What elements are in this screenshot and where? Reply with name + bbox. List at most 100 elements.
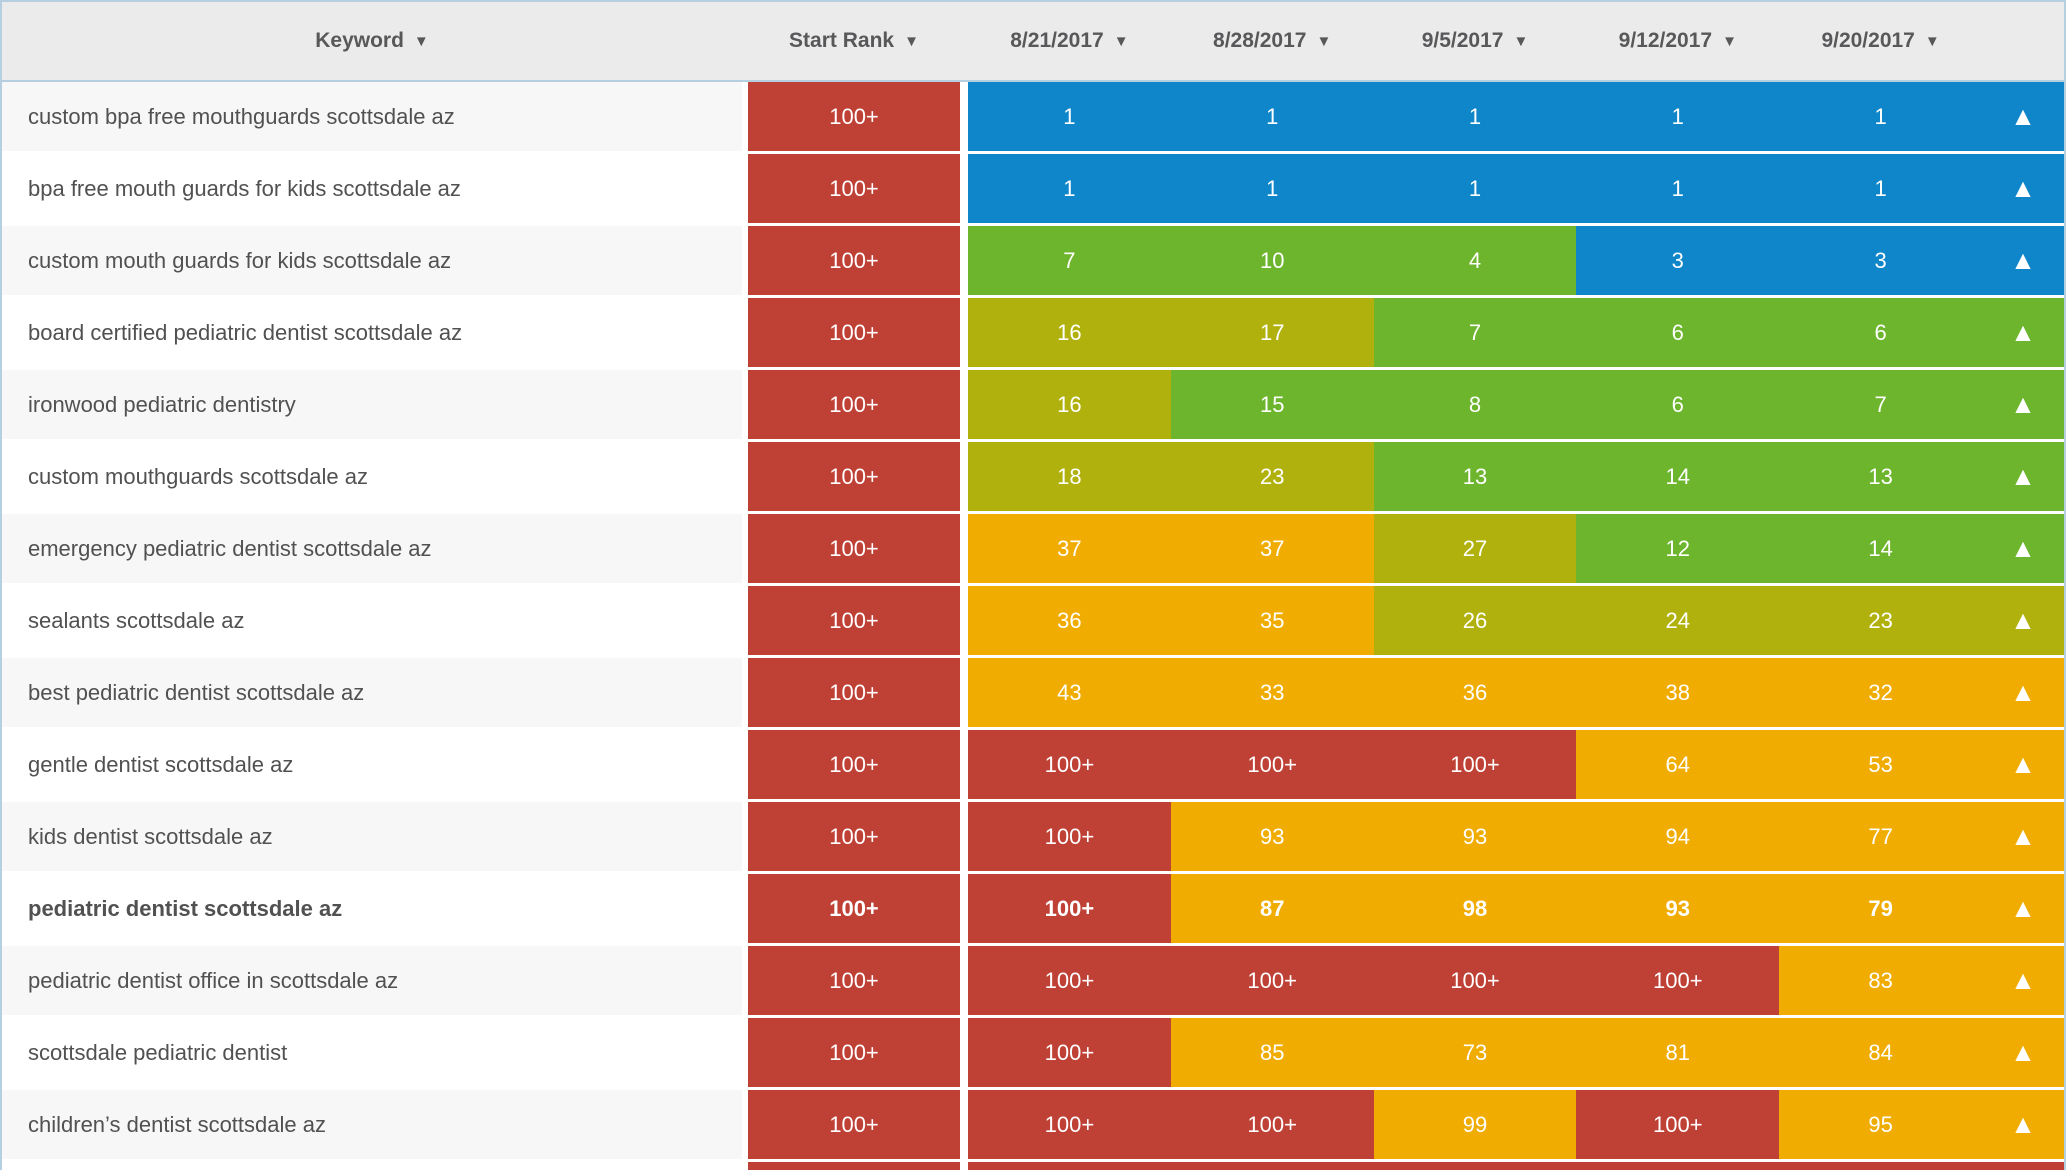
rank-cell: 15 — [1170, 370, 1374, 439]
rank-cell: 23 — [1170, 442, 1374, 511]
keyword-cell[interactable]: bpa free mouth guards for kids scottsdal… — [2, 154, 742, 223]
trend-cell: ▲ — [1981, 1090, 2064, 1159]
rank-cell: 1 — [1373, 154, 1577, 223]
rank-cell: 81 — [1576, 1018, 1780, 1087]
rank-cell: 1 — [968, 82, 1171, 151]
column-gap — [960, 946, 968, 1015]
trend-up-icon: ▲ — [2010, 964, 2036, 995]
rank-cell: 35 — [1170, 586, 1374, 655]
keyword-cell[interactable]: kids dentist scottsdale az — [2, 802, 742, 871]
keyword-cell[interactable]: pediatric dentist office in scottsdale a… — [2, 946, 742, 1015]
start-rank-cell: 100+ — [748, 730, 960, 799]
rank-cell: 73 — [1373, 1018, 1577, 1087]
table-row: custom bpa free mouthguards scottsdale a… — [2, 82, 2064, 154]
column-header-date[interactable]: 9/12/2017 ▼ — [1576, 2, 1779, 80]
keyword-cell[interactable]: custom mouth guards for kids scottsdale … — [2, 226, 742, 295]
rank-cell: 17 — [1170, 298, 1374, 367]
rank-cell: 18 — [968, 442, 1171, 511]
rank-cell: 53 — [1779, 730, 1982, 799]
trend-up-icon: ▲ — [2010, 316, 2036, 347]
table-row: gentle dentist scottsdale az 100+ 100+ 100+… — [2, 730, 2064, 802]
column-gap — [742, 82, 748, 151]
table-row: custom mouth guards for kids scottsdale … — [2, 226, 2064, 298]
column-header-label: Start Rank — [789, 29, 895, 52]
rank-cell: 100+ — [1170, 1090, 1374, 1159]
keyword-cell[interactable]: pediatric dentist scottsdale az — [2, 874, 742, 943]
column-header-start-rank[interactable]: Start Rank ▼ — [748, 2, 960, 80]
column-header-date[interactable]: 8/28/2017 ▼ — [1171, 2, 1374, 80]
column-header-label: 9/5/2017 — [1421, 29, 1504, 52]
trend-up-icon: ▲ — [2010, 100, 2036, 131]
rank-cell: 6 — [1576, 298, 1780, 367]
start-rank-cell — [748, 1162, 960, 1170]
sort-descending-icon: ▼ — [904, 32, 919, 50]
column-header-label: 8/21/2017 — [1010, 29, 1104, 52]
column-gap — [960, 1090, 968, 1159]
column-gap — [742, 802, 748, 871]
rank-cell: 83 — [1779, 946, 1982, 1015]
column-header-date[interactable]: 8/21/2017 ▼ — [968, 2, 1171, 80]
keyword-cell[interactable] — [2, 1162, 742, 1170]
rank-cell: 36 — [968, 586, 1171, 655]
rank-cell: 6 — [1576, 370, 1780, 439]
column-gap — [742, 442, 748, 511]
trend-cell: ▲ — [1981, 442, 2064, 511]
column-header-label: Keyword — [315, 29, 404, 52]
sort-descending-icon: ▼ — [1113, 32, 1129, 50]
column-header-keyword[interactable]: Keyword ▼ — [2, 2, 742, 80]
rank-cell: 1 — [1373, 82, 1577, 151]
keyword-cell[interactable]: scottsdale pediatric dentist — [2, 1018, 742, 1087]
column-gap — [742, 1162, 748, 1170]
keyword-cell[interactable]: custom bpa free mouthguards scottsdale a… — [2, 82, 742, 151]
column-header-date[interactable]: 9/5/2017 ▼ — [1374, 2, 1577, 80]
start-rank-cell: 100+ — [748, 226, 960, 295]
rank-cell: 1 — [1170, 154, 1374, 223]
rank-cell: 100+ — [968, 1018, 1171, 1087]
start-rank-cell: 100+ — [748, 370, 960, 439]
trend-cell: ▲ — [1981, 298, 2064, 367]
trend-cell: ▲ — [1981, 514, 2064, 583]
rank-cell: 85 — [1170, 1018, 1374, 1087]
rank-cell: 6 — [1779, 298, 1982, 367]
column-gap — [960, 874, 968, 943]
rank-cell — [1373, 1162, 1577, 1170]
rank-cell: 26 — [1373, 586, 1577, 655]
keyword-cell[interactable]: best pediatric dentist scottsdale az — [2, 658, 742, 727]
table-row: scottsdale pediatric dentist 100+ 100+ 85 73… — [2, 1018, 2064, 1090]
column-gap — [742, 514, 748, 583]
keyword-cell[interactable]: sealants scottsdale az — [2, 586, 742, 655]
rank-cell: 100+ — [968, 1090, 1171, 1159]
rank-cell: 100+ — [1373, 730, 1577, 799]
rank-cell: 27 — [1373, 514, 1577, 583]
trend-up-icon: ▲ — [2010, 892, 2036, 923]
column-gap — [960, 82, 968, 151]
trend-up-icon: ▲ — [2010, 532, 2036, 563]
keyword-cell[interactable]: children’s dentist scottsdale az — [2, 1090, 742, 1159]
trend-cell: ▲ — [1981, 1018, 2064, 1087]
table-row — [2, 1162, 2064, 1170]
keyword-cell[interactable]: custom mouthguards scottsdale az — [2, 442, 742, 511]
rank-cell: 77 — [1779, 802, 1982, 871]
column-header-label: 9/20/2017 — [1821, 29, 1915, 52]
start-rank-cell: 100+ — [748, 82, 960, 151]
trend-up-icon: ▲ — [2010, 1036, 2036, 1067]
keyword-cell[interactable]: emergency pediatric dentist scottsdale a… — [2, 514, 742, 583]
rank-cell: 12 — [1576, 514, 1780, 583]
rank-cell: 7 — [1373, 298, 1577, 367]
keyword-cell[interactable]: board certified pediatric dentist scotts… — [2, 298, 742, 367]
column-gap — [742, 874, 748, 943]
trend-up-icon: ▲ — [2010, 388, 2036, 419]
rank-cell: 32 — [1779, 658, 1982, 727]
start-rank-cell: 100+ — [748, 154, 960, 223]
trend-up-icon: ▲ — [2010, 748, 2036, 779]
keyword-cell[interactable]: gentle dentist scottsdale az — [2, 730, 742, 799]
trend-cell: ▲ — [1981, 226, 2064, 295]
column-gap — [960, 226, 968, 295]
table-row: ironwood pediatric dentistry 100+ 16 15 8 6 7 ▲ — [2, 370, 2064, 442]
column-gap — [960, 730, 968, 799]
keyword-cell[interactable]: ironwood pediatric dentistry — [2, 370, 742, 439]
rank-cell: 7 — [1779, 370, 1982, 439]
column-header-date[interactable]: 9/20/2017 ▼ — [1779, 2, 1982, 80]
rank-cell: 3 — [1779, 226, 1982, 295]
